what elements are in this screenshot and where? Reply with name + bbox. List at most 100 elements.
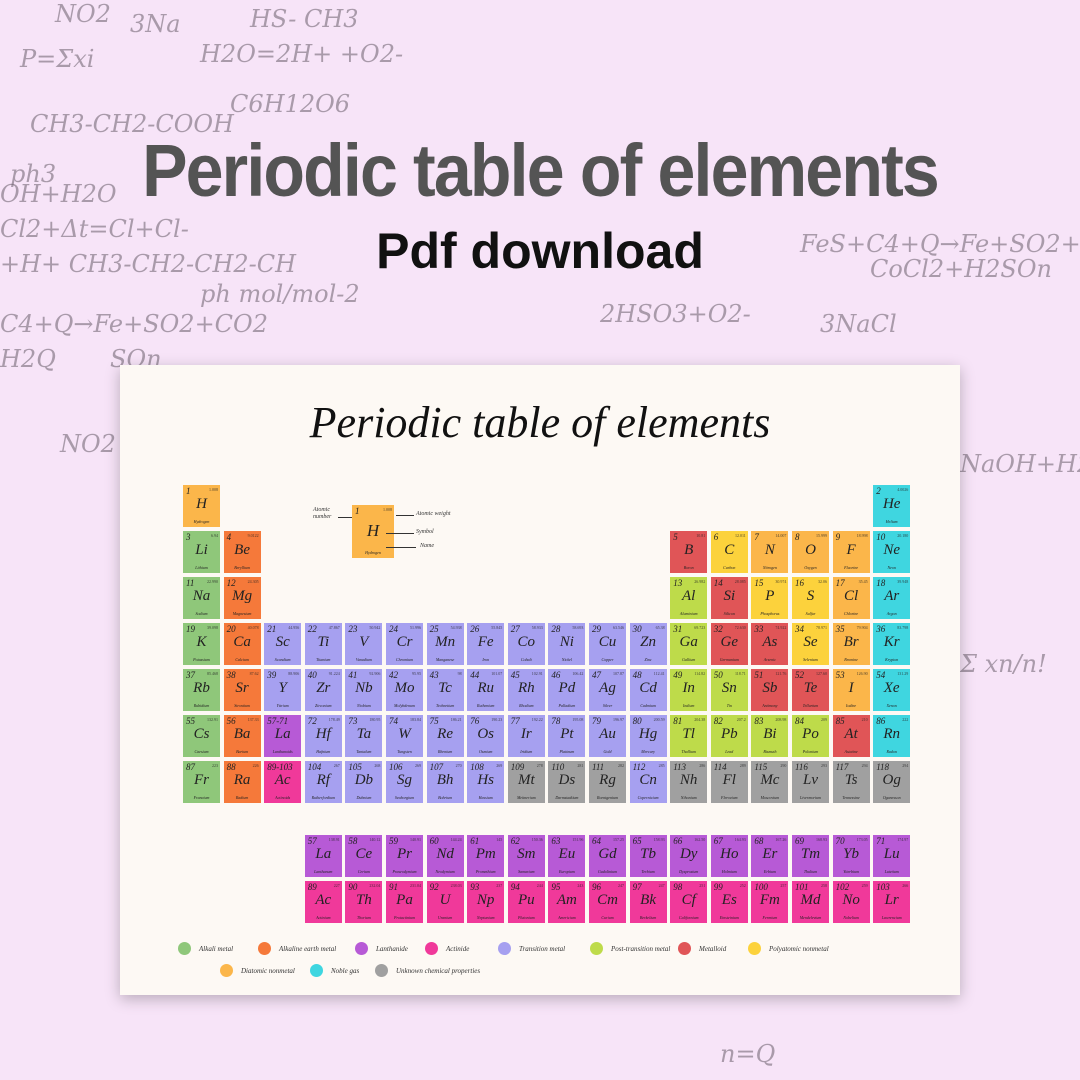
element-name: Hydrogen [193,519,210,524]
element-name: Cobalt [520,657,532,662]
element-cn: 112 285 Cn Copernicium [629,761,667,803]
atomic-weight: 174.97 [897,836,909,842]
element-symbol: Rf [316,772,330,788]
background-doodle: H2Q [0,345,56,373]
legend-item-ae: Alkaline earth metal [258,942,336,955]
element-symbol: Tb [640,845,657,862]
element-os: 76 190.23 Os Osmium [467,715,505,757]
atomic-weight: 196.97 [613,717,624,722]
element-symbol: Y [278,680,287,696]
element-symbol: Br [843,634,859,650]
element-lv: 116 293 Lv Livermorium [792,761,829,803]
element-w: 74 183.84 W Tungsten [386,715,423,757]
atomic-number: 27 [510,624,520,634]
element-li: 3 6.94 Li Lithium [183,531,220,573]
atomic-number: 69 [795,835,804,846]
element-fl: 114 289 Fl Flerovium [710,761,748,803]
atomic-weight: 192.22 [531,717,543,722]
element-h: 1 1.008 H Hydrogen [183,485,220,527]
element-name: Gallium [682,657,696,662]
element-name: Lead [725,749,734,754]
atomic-weight: 92.906 [369,671,381,676]
element-name: Ruthenium [477,703,495,708]
atomic-weight: 58.933 [531,625,543,630]
atomic-weight: 88.906 [288,671,300,676]
background-doodle: HS- CH3 [250,5,359,33]
atomic-weight: 63.546 [613,625,624,630]
atomic-number: 58 [348,835,358,846]
atomic-weight: 183.84 [410,717,421,722]
atomic-number: 106 [389,762,403,772]
legend-label: Diatomic nonmetal [241,966,295,975]
key-number: 1 [355,506,360,516]
legend-label: Metalloid [699,944,727,953]
element-er: 68 167.26 Er Erbium [751,834,789,877]
element-ac: 89 227 Ac Actinium [304,880,342,923]
legend-label: Transition metal [519,944,566,953]
element-y: 39 88.906 Y Yttrium [264,669,302,711]
element-symbol: Ni [559,634,574,650]
element-symbol: Sm [517,845,536,862]
element-cu: 29 63.546 Cu Copper [589,623,626,665]
legend-label: Post-transition metal [611,944,671,953]
atomic-number: 104 [307,762,322,772]
atomic-number: 107 [429,762,444,772]
element-name: Potassium [193,657,210,662]
sheet-title: Periodic table of elements [309,398,771,447]
element-ni: 28 58.693 Ni Nickel [548,623,586,665]
atomic-number: 100 [754,881,768,892]
element-symbol: W [398,726,411,742]
atomic-weight: 293 [821,763,827,768]
element-sm: 62 150.36 Sm Samarium [507,834,545,877]
atomic-number: 82 [713,716,723,726]
atomic-weight: 10.81 [696,533,706,538]
element-symbol: Ca [233,634,251,650]
atomic-weight: 14.007 [775,533,787,538]
element-symbol: Md [800,891,821,908]
element-symbol: Mt [517,772,535,788]
element-symbol: I [848,680,854,696]
element-symbol: Ts [844,772,858,788]
atomic-weight: 4.0026 [897,487,909,492]
atomic-number: 61 [470,835,480,846]
atomic-weight: 35.45 [858,579,868,584]
atomic-weight: 167.26 [775,836,787,842]
element-name: Radon [886,749,897,754]
atomic-number: 25 [429,624,439,634]
element-fe: 26 55.845 Fe Iron [467,623,505,665]
atomic-number: 9 [835,532,841,542]
element-ag: 47 107.87 Ag Silver [589,669,626,711]
legend-swatch [678,942,691,955]
element-symbol: Th [355,891,372,908]
atomic-number: 113 [673,762,687,772]
element-sg: 106 269 Sg Seaborgium [386,761,423,803]
atomic-number: 23 [348,624,358,634]
atomic-weight: 95.95 [412,671,421,676]
atomic-number: 118 [876,762,890,772]
atomic-weight: 55.845 [491,625,503,630]
element-symbol: Pm [475,845,496,862]
legend-swatch [375,964,388,977]
background-doodle: CoCl2+H2SOn [870,255,1053,283]
element-rn: 86 222 Rn Radon [873,715,911,757]
atomic-number: 86 [876,716,886,726]
element-cm: 96 247 Cm Curium [589,880,626,923]
element-symbol: Sg [397,772,412,788]
element-name: Oxygen [804,565,817,570]
atomic-weight: 101.07 [491,671,503,676]
element-ho: 67 164.93 Ho Holmium [710,834,748,877]
atomic-number: 112 [632,762,646,772]
atomic-number: 84 [795,716,804,726]
element-al: 13 26.982 Al Aluminium [670,577,708,619]
element-tm: 69 168.93 Tm Thulium [792,834,829,877]
element-symbol: Cu [598,634,617,650]
element-name: Erbium [763,868,776,874]
element-name: Promethium [475,868,496,874]
element-name: Tungsten [397,749,412,754]
atomic-number: 19 [186,624,195,634]
element-name: Thorium [357,914,371,920]
element-symbol: Na [192,588,211,604]
atomic-weight: 65.38 [655,625,665,630]
legend-item-ac: Actinide [425,942,469,955]
element-name: Lithium [195,565,208,570]
